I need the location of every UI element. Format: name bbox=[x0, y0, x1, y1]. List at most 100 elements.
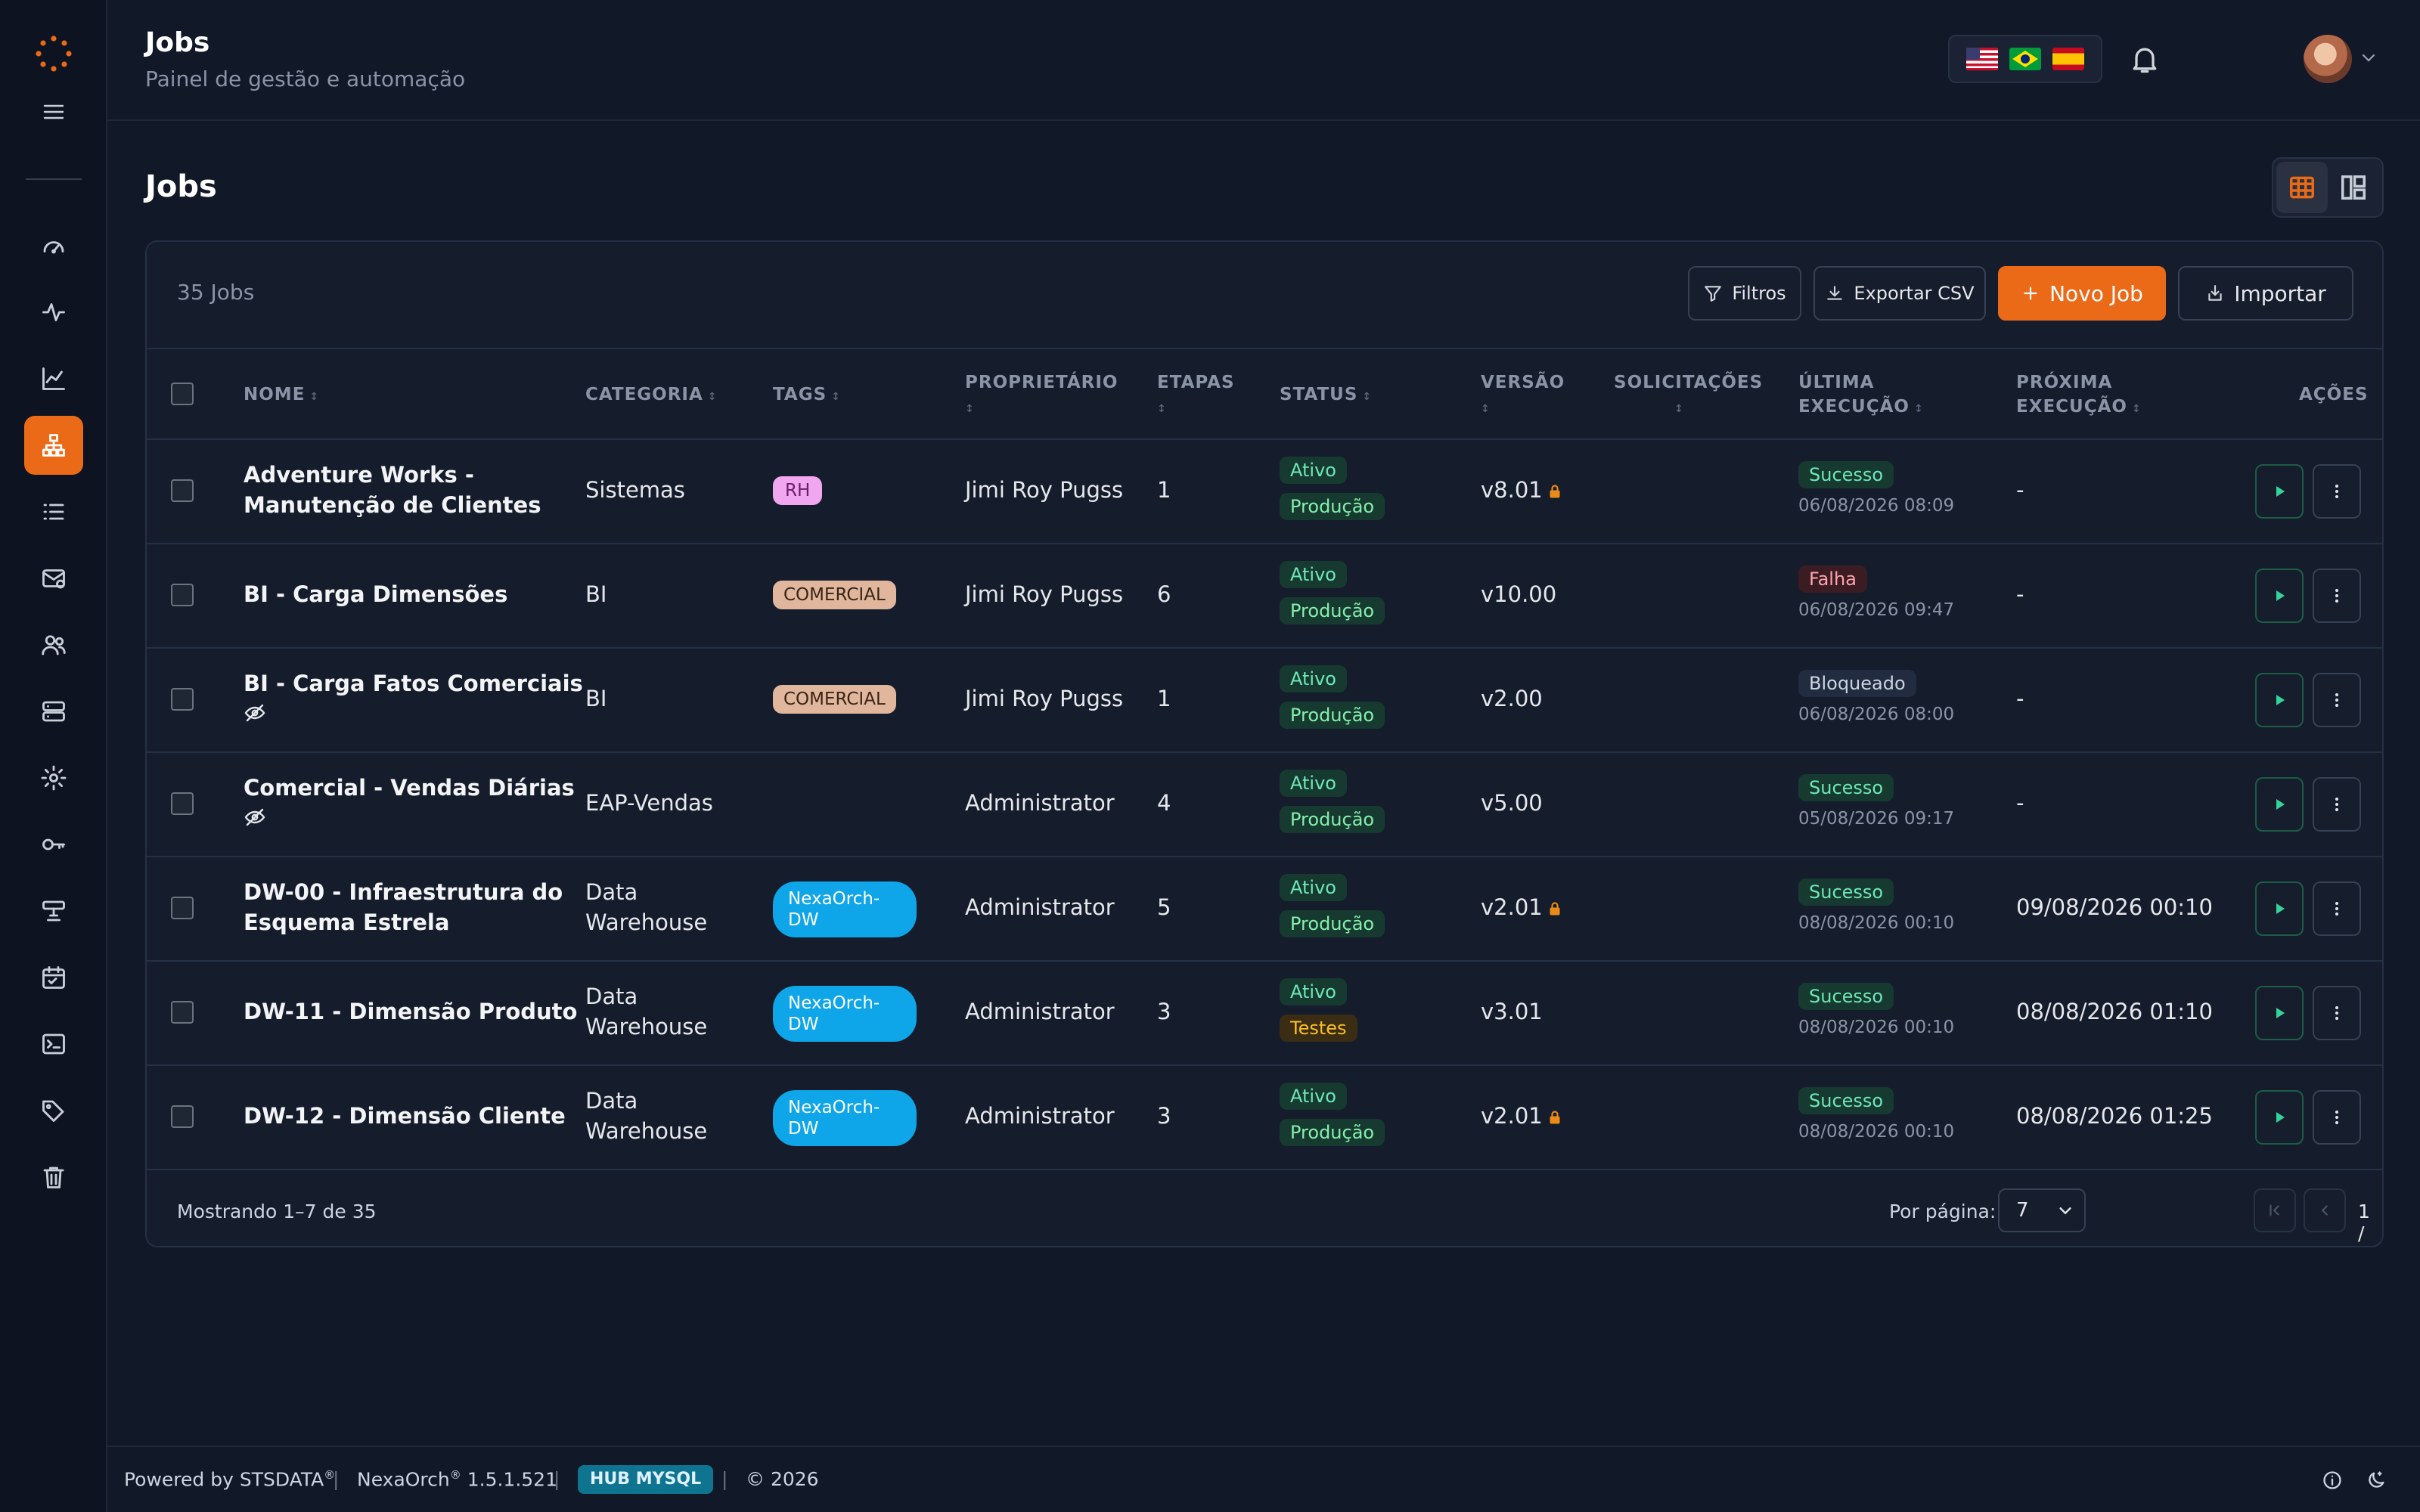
table-row[interactable]: DW-12 - Dimensão Cliente Data Warehouse Nex… bbox=[147, 1066, 2382, 1170]
trash-icon bbox=[43, 1167, 64, 1188]
run-job-button[interactable] bbox=[2255, 1090, 2304, 1145]
job-name[interactable]: DW-12 - Dimensão Cliente bbox=[244, 1103, 566, 1129]
column-next-execution[interactable]: PRÓXIMA EXECUÇÃO ↕ bbox=[2016, 373, 2142, 417]
card-toolbar: 35 Jobs Filtros Exportar CSV Novo Job Im… bbox=[147, 242, 2382, 349]
sidebar-item-connections[interactable] bbox=[24, 881, 83, 940]
row-checkbox[interactable] bbox=[171, 479, 194, 502]
avatar[interactable] bbox=[2304, 35, 2352, 83]
play-icon bbox=[2276, 486, 2285, 497]
job-name[interactable]: Adventure Works - Manutenção de Clientes bbox=[244, 462, 541, 518]
job-name[interactable]: DW-00 - Infraestrutura do Esquema Estrela bbox=[244, 879, 563, 935]
last-execution-date: 06/08/2026 09:47 bbox=[1798, 600, 1955, 620]
column-name[interactable]: NOME ↕ bbox=[244, 385, 320, 404]
chevron-left-icon bbox=[2322, 1205, 2328, 1216]
run-job-button[interactable] bbox=[2255, 673, 2304, 727]
export-csv-button[interactable]: Exportar CSV bbox=[1813, 266, 1986, 321]
board-view-button[interactable] bbox=[2328, 162, 2379, 213]
more-actions-button[interactable] bbox=[2313, 1090, 2361, 1145]
job-name[interactable]: BI - Carga Dimensões bbox=[244, 581, 508, 607]
table-row[interactable]: BI - Carga Fatos Comerciais BI COMERCIAL Ji… bbox=[147, 649, 2382, 753]
more-actions-button[interactable] bbox=[2313, 986, 2361, 1040]
filters-button[interactable]: Filtros bbox=[1688, 266, 1801, 321]
row-checkbox[interactable] bbox=[171, 897, 194, 919]
row-checkbox[interactable] bbox=[171, 688, 194, 711]
run-job-button[interactable] bbox=[2255, 881, 2304, 936]
per-page-select[interactable]: 7 bbox=[1998, 1188, 2086, 1232]
plus-icon bbox=[2024, 287, 2037, 300]
sidebar-item-settings[interactable] bbox=[24, 748, 83, 807]
table-row[interactable]: DW-00 - Infraestrutura do Esquema Estrela… bbox=[147, 857, 2382, 962]
sidebar-item-trash[interactable] bbox=[24, 1148, 83, 1207]
environment-badge: Produção bbox=[1280, 1119, 1385, 1146]
bell-icon[interactable] bbox=[2128, 42, 2161, 76]
run-job-button[interactable] bbox=[2255, 777, 2304, 832]
last-execution-badge: Sucesso bbox=[1798, 878, 1894, 906]
row-checkbox[interactable] bbox=[171, 1001, 194, 1024]
more-actions-button[interactable] bbox=[2313, 777, 2361, 832]
moon-icon[interactable] bbox=[2366, 1470, 2387, 1491]
select-all-checkbox[interactable] bbox=[171, 383, 194, 405]
row-checkbox[interactable] bbox=[171, 584, 194, 606]
sidebar-item-users[interactable] bbox=[24, 615, 83, 674]
column-status[interactable]: STATUS ↕ bbox=[1280, 385, 1373, 404]
table-view-button[interactable] bbox=[2276, 162, 2328, 213]
table-row[interactable]: BI - Carga Dimensões BI COMERCIAL Jimi Roy … bbox=[147, 544, 2382, 649]
status-badge: Ativo bbox=[1280, 874, 1347, 901]
sidebar-item-activity[interactable] bbox=[24, 283, 83, 342]
row-checkbox[interactable] bbox=[171, 792, 194, 815]
table-row[interactable]: Comercial - Vendas Diárias EAP-Vendas Admi… bbox=[147, 753, 2382, 857]
mail-alert-icon bbox=[42, 569, 65, 589]
run-job-button[interactable] bbox=[2255, 569, 2304, 623]
chevron-down-icon[interactable] bbox=[2360, 50, 2378, 65]
more-actions-button[interactable] bbox=[2313, 464, 2361, 519]
menu-toggle-icon[interactable] bbox=[42, 103, 66, 121]
import-button[interactable]: Importar bbox=[2178, 266, 2353, 321]
column-tags[interactable]: TAGS ↕ bbox=[773, 385, 841, 404]
footer-separator: | bbox=[333, 1468, 340, 1490]
sidebar-item-list[interactable] bbox=[24, 482, 83, 541]
column-category[interactable]: CATEGORIA ↕ bbox=[585, 385, 718, 404]
sidebar-item-keys[interactable] bbox=[24, 815, 83, 874]
first-page-button[interactable] bbox=[2254, 1188, 2296, 1232]
job-name[interactable]: Comercial - Vendas Diárias bbox=[244, 775, 575, 801]
run-job-button[interactable] bbox=[2255, 986, 2304, 1040]
tag-badge: NexaOrch-DW bbox=[773, 881, 917, 937]
job-category: BI bbox=[585, 581, 607, 607]
column-last-execution[interactable]: ÚLTIMA EXECUÇÃO ↕ bbox=[1798, 373, 1924, 417]
job-category: Data Warehouse bbox=[585, 984, 708, 1040]
previous-page-button[interactable] bbox=[2304, 1188, 2346, 1232]
column-version[interactable]: VERSÃO ↕ bbox=[1481, 373, 1565, 415]
job-name[interactable]: BI - Carga Fatos Comerciais bbox=[244, 671, 583, 696]
new-job-button[interactable]: Novo Job bbox=[1998, 266, 2166, 321]
first-page-icon bbox=[2270, 1204, 2279, 1216]
more-actions-button[interactable] bbox=[2313, 569, 2361, 623]
es-flag-icon[interactable] bbox=[2052, 48, 2085, 70]
header-subtitle: Painel de gestão e automação bbox=[145, 67, 466, 91]
br-flag-icon[interactable] bbox=[2009, 48, 2041, 70]
run-job-button[interactable] bbox=[2255, 464, 2304, 519]
sidebar-item-servers[interactable] bbox=[24, 682, 83, 741]
sidebar-item-terminal[interactable] bbox=[24, 1015, 83, 1074]
sidebar-item-jobs[interactable] bbox=[24, 416, 83, 475]
us-flag-icon[interactable] bbox=[1965, 48, 1998, 70]
table-row[interactable]: DW-11 - Dimensão Produto Data Warehouse Nex… bbox=[147, 962, 2382, 1066]
info-icon[interactable] bbox=[2322, 1470, 2343, 1491]
more-actions-button[interactable] bbox=[2313, 881, 2361, 936]
column-steps[interactable]: ETAPAS ↕ bbox=[1157, 373, 1235, 415]
sidebar-item-analytics[interactable] bbox=[24, 349, 83, 408]
app-logo-icon[interactable] bbox=[35, 35, 73, 73]
job-name[interactable]: DW-11 - Dimensão Produto bbox=[244, 999, 578, 1024]
table-row[interactable]: Adventure Works - Manutenção de Clientes S… bbox=[147, 440, 2382, 544]
column-actions: AÇÕES bbox=[2299, 385, 2369, 404]
column-owner[interactable]: PROPRIETÁRIO ↕ bbox=[965, 373, 1118, 415]
column-requests[interactable]: SOLICITAÇÕES ↕ bbox=[1614, 373, 1764, 415]
sidebar-item-mail[interactable] bbox=[24, 549, 83, 608]
filters-label: Filtros bbox=[1732, 283, 1786, 304]
table-icon bbox=[2290, 176, 2314, 199]
more-actions-button[interactable] bbox=[2313, 673, 2361, 727]
row-checkbox[interactable] bbox=[171, 1105, 194, 1128]
sidebar-item-dashboard[interactable] bbox=[24, 216, 83, 275]
sidebar-item-tags[interactable] bbox=[24, 1081, 83, 1140]
play-icon bbox=[2276, 1008, 2285, 1018]
sidebar-item-calendar[interactable] bbox=[24, 948, 83, 1007]
